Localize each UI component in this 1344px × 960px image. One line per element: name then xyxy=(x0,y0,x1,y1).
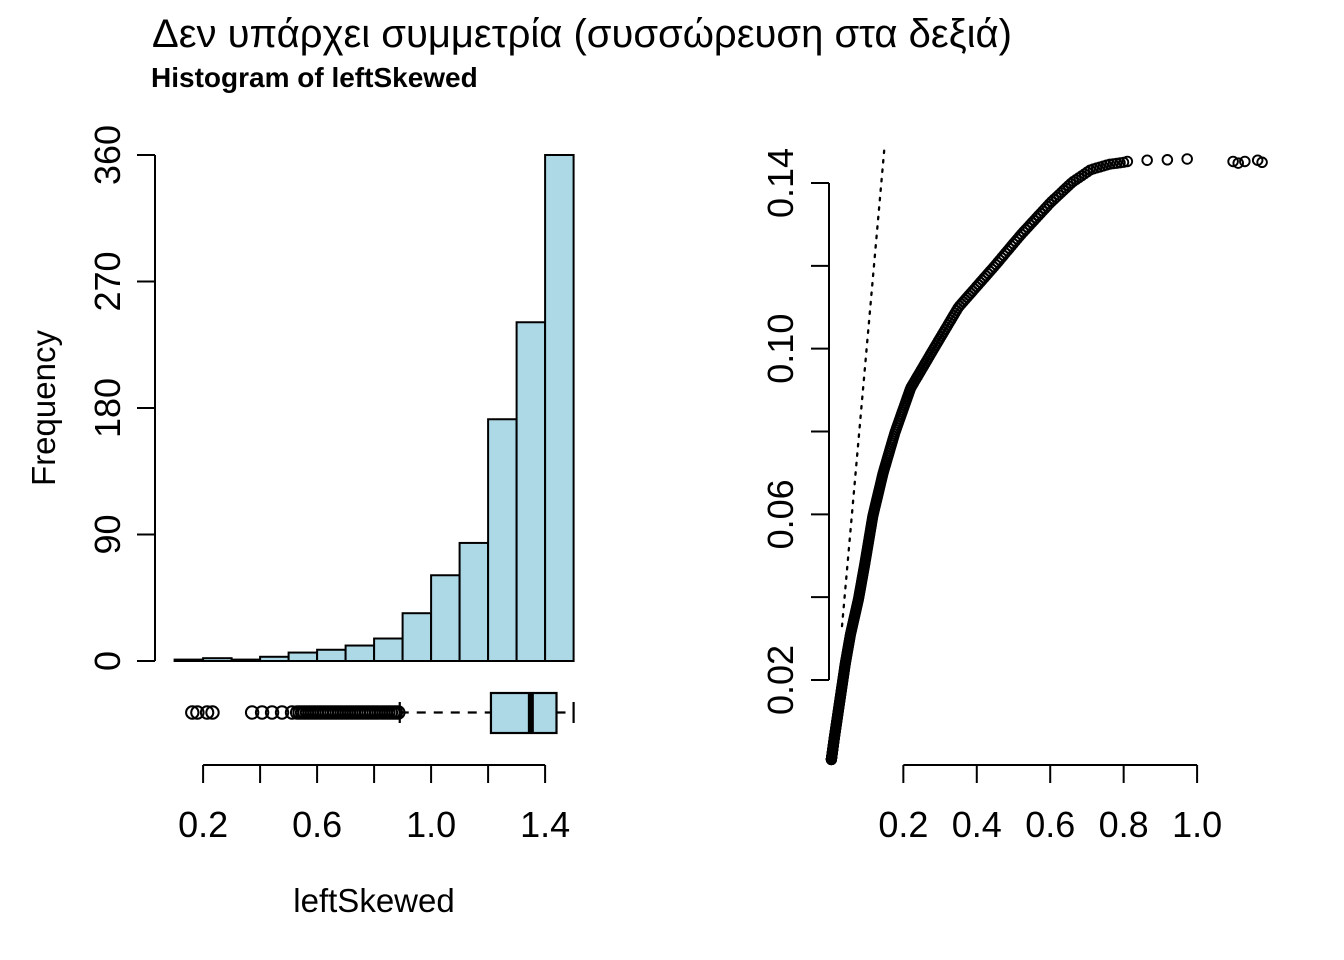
boxplot-outlier-circle xyxy=(264,705,280,720)
hist-bar xyxy=(430,574,461,663)
hist-bar xyxy=(316,648,347,663)
boxplot-outlier-circle xyxy=(391,705,406,720)
sym-x-tick-label: 0.6 xyxy=(1025,804,1075,845)
boxplot-outlier-circle xyxy=(205,705,220,720)
boxplot-outlier-circle xyxy=(254,705,270,720)
boxplot-box xyxy=(489,691,558,735)
hist-y-tick-label: 180 xyxy=(87,378,128,438)
sym-tail-point xyxy=(1141,154,1153,166)
reference-dotted-line xyxy=(840,149,886,628)
sym-y-tick-label: 0.10 xyxy=(760,314,801,384)
hist-bar xyxy=(202,657,233,663)
hist-bar xyxy=(544,153,575,662)
sym-tail-point xyxy=(1181,153,1193,165)
sym-x-tick-label: 0.4 xyxy=(952,804,1002,845)
sym-tail-point xyxy=(1121,155,1134,168)
sym-x-tick-label: 1.0 xyxy=(1172,804,1222,845)
boxplot-outlier-circle xyxy=(185,705,200,720)
hist-y-tick-label: 0 xyxy=(87,651,128,671)
hist-bar xyxy=(259,655,290,662)
hist-bar xyxy=(373,637,404,663)
hist-x-tick-label: 1.4 xyxy=(520,804,570,845)
hist-x-tick-label: 0.6 xyxy=(292,804,342,845)
hist-bar xyxy=(487,418,518,662)
page-title: Δεν υπάρχει συμμετρία (συσσώρευση στα δε… xyxy=(152,12,1012,56)
x-axis-label-leftskewed: leftSkewed xyxy=(293,882,455,919)
sym-tail-point xyxy=(1256,156,1268,169)
sym-y-tick-label: 0.02 xyxy=(760,645,801,715)
hist-y-tick-label: 270 xyxy=(87,251,128,311)
boxplot-outlier-circle xyxy=(190,705,205,720)
sym-x-tick-label: 0.8 xyxy=(1099,804,1149,845)
hist-bar xyxy=(458,541,490,662)
y-axis-label-frequency: Frequency xyxy=(25,330,62,486)
hist-bar xyxy=(173,658,205,662)
boxplot-outlier-circle xyxy=(274,705,290,720)
hist-y-tick-label: 90 xyxy=(87,514,128,554)
hist-x-tick-label: 1.0 xyxy=(406,804,456,845)
sym-tail-point xyxy=(1232,157,1244,169)
boxplot-outlier-circle xyxy=(199,705,215,720)
hist-bar xyxy=(515,321,547,662)
hist-y-tick-label: 360 xyxy=(87,125,128,185)
sym-tail-point xyxy=(1239,155,1251,168)
hist-bar xyxy=(230,658,262,662)
hist-bar xyxy=(344,644,376,662)
hist-bar xyxy=(401,612,433,663)
hist-bar xyxy=(287,651,319,662)
boxplot-outlier-circle xyxy=(244,705,260,720)
sym-tail-point xyxy=(1161,154,1174,166)
sym-x-tick-label: 0.2 xyxy=(878,804,928,845)
sym-tail-point xyxy=(1227,155,1239,168)
sym-y-tick-label: 0.14 xyxy=(760,148,801,218)
sym-y-tick-label: 0.06 xyxy=(760,479,801,549)
histogram-title: Histogram of leftSkewed xyxy=(151,62,478,93)
hist-x-tick-label: 0.2 xyxy=(178,804,228,845)
